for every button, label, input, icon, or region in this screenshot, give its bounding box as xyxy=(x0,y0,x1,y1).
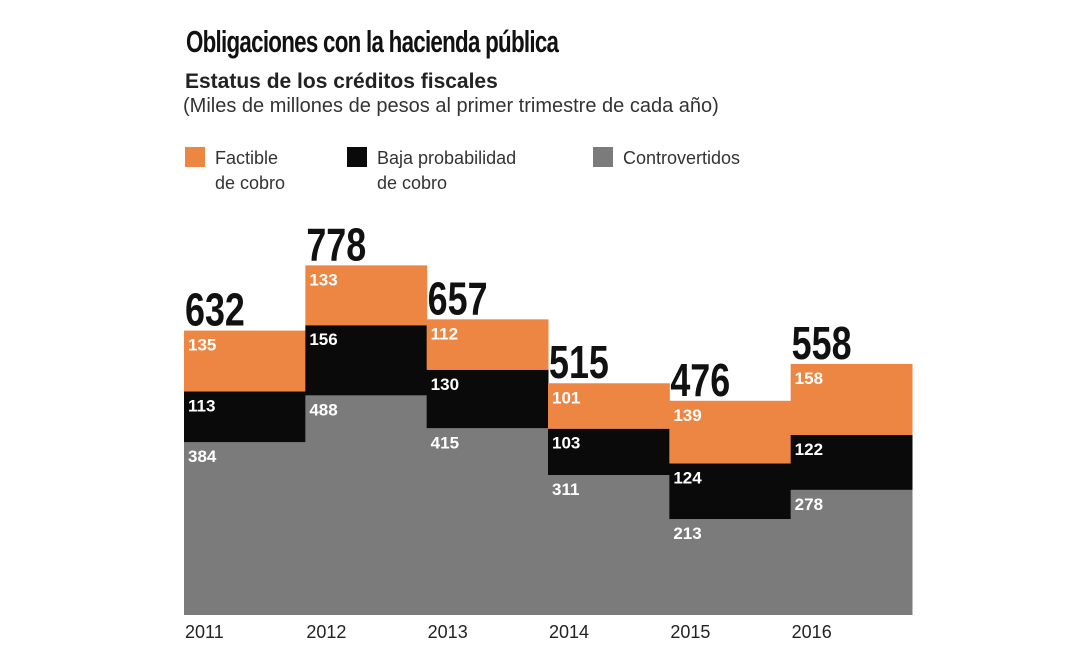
value-label: 101 xyxy=(552,388,580,407)
bar-segment-2011-1 xyxy=(184,391,306,443)
chart-subtitle: Estatus de los créditos fiscales xyxy=(185,70,498,93)
bar-segment-2015-1 xyxy=(669,463,792,520)
chart-note: (Miles de millones de pesos al primer tr… xyxy=(183,95,719,117)
value-label: 311 xyxy=(552,480,579,499)
value-label: 122 xyxy=(795,440,823,459)
value-label: 124 xyxy=(673,468,702,487)
value-label: 278 xyxy=(795,495,823,514)
bar-segment-2016-1 xyxy=(790,435,913,490)
value-label: 103 xyxy=(552,434,580,453)
total-label: 476 xyxy=(670,355,730,406)
total-label: 657 xyxy=(428,273,488,324)
bar-segment-2013-1 xyxy=(426,369,549,429)
x-tick-label: 2015 xyxy=(670,622,710,642)
legend-swatch xyxy=(593,147,613,167)
legend-label: de cobro xyxy=(215,173,286,193)
bar-segment-2011-2 xyxy=(184,330,306,392)
value-label: 113 xyxy=(188,396,215,415)
bar-segment-2013-0 xyxy=(426,428,549,615)
total-label: 632 xyxy=(185,284,245,335)
value-label: 130 xyxy=(431,375,459,394)
bar-segment-2014-2 xyxy=(548,383,670,429)
value-label: 112 xyxy=(431,324,458,343)
bar-segment-2016-0 xyxy=(790,489,913,615)
value-label: 133 xyxy=(309,270,337,289)
bar-segment-2012-2 xyxy=(305,265,428,326)
bar-segment-2016-2 xyxy=(790,363,913,435)
value-label: 488 xyxy=(309,400,337,419)
legend-label: Controvertidos xyxy=(623,148,741,168)
bar-segment-2012-1 xyxy=(305,325,428,396)
bar-segment-2011-0 xyxy=(184,442,306,615)
legend-item-controvertidos: Controvertidos xyxy=(593,146,740,171)
x-tick-label: 2014 xyxy=(549,622,589,642)
chart-title: Obligaciones con la hacienda pública xyxy=(186,24,559,59)
legend-label: de cobro xyxy=(377,173,448,193)
bar-segment-2014-1 xyxy=(548,428,670,476)
total-label: 778 xyxy=(306,219,366,270)
bar-segment-2014-0 xyxy=(548,475,670,615)
x-tick-label: 2012 xyxy=(306,622,346,642)
value-label: 139 xyxy=(673,406,701,425)
value-label: 213 xyxy=(673,524,701,543)
value-label: 156 xyxy=(309,330,337,349)
x-tick-label: 2013 xyxy=(428,622,468,642)
value-label: 135 xyxy=(188,336,216,355)
bar-segment-2012-0 xyxy=(305,395,428,615)
value-label: 384 xyxy=(188,447,217,466)
bar-segment-2013-2 xyxy=(426,319,549,370)
bar-segment-2015-2 xyxy=(669,400,792,464)
legend-label: Baja probabilidad xyxy=(377,148,517,168)
legend-item-factible: Factible de cobro xyxy=(185,146,285,196)
x-tick-label: 2016 xyxy=(792,622,832,642)
legend-label: Factible xyxy=(215,148,279,168)
x-tick-label: 2011 xyxy=(185,622,224,642)
value-label: 158 xyxy=(795,369,823,388)
legend-item-baja: Baja probabilidad de cobro xyxy=(347,146,516,196)
total-label: 558 xyxy=(792,318,852,369)
total-label: 515 xyxy=(549,337,609,388)
value-label: 415 xyxy=(431,433,459,452)
legend-swatch xyxy=(185,147,205,167)
bar-segment-2015-0 xyxy=(669,519,792,615)
legend-swatch xyxy=(347,147,367,167)
